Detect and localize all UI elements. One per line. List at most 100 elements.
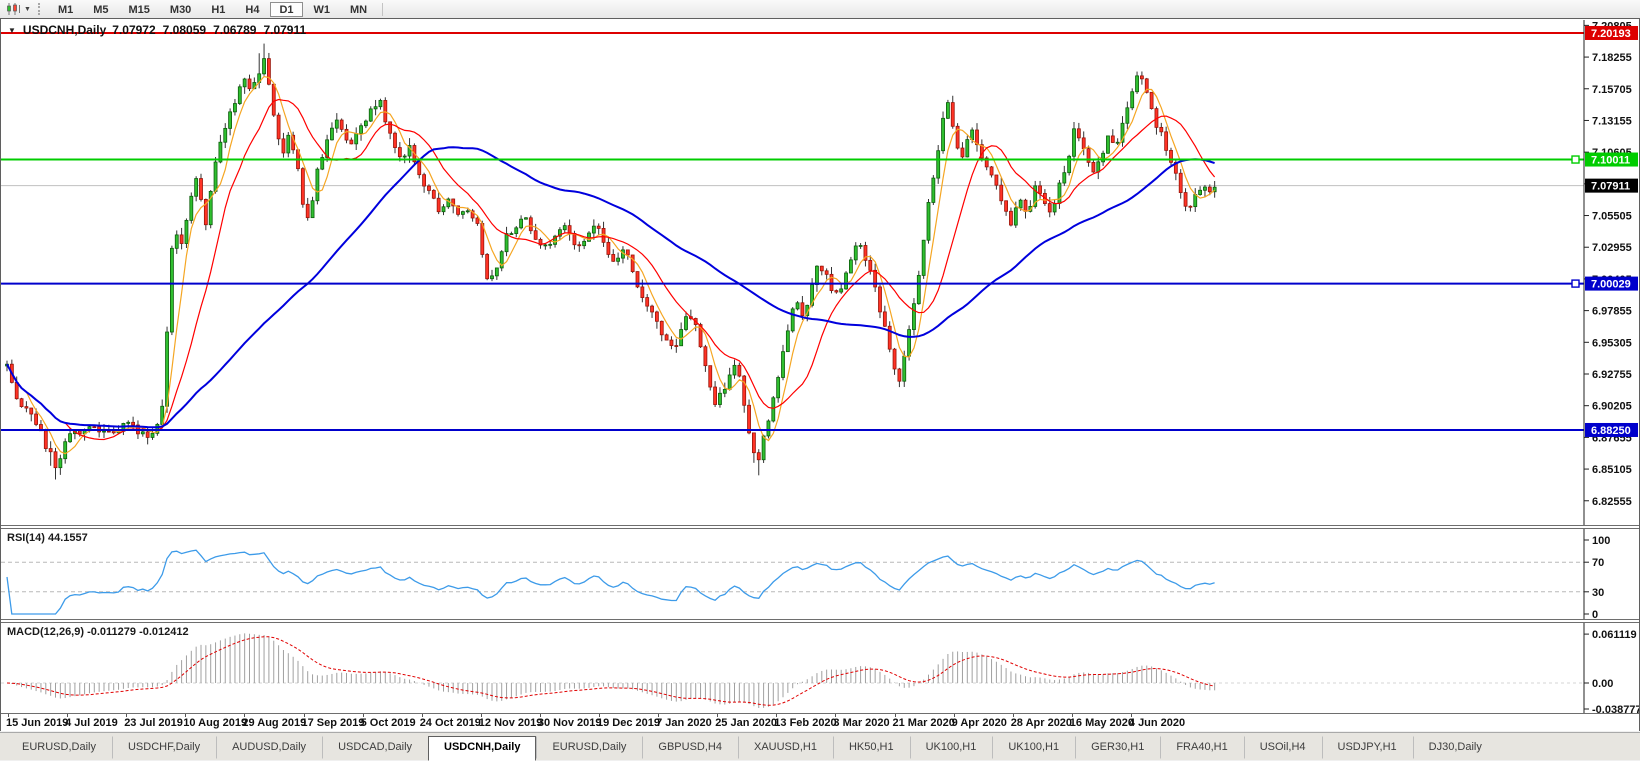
date-label: 10 Aug 2019 <box>183 717 248 729</box>
support-line-2-price-label <box>1585 422 1638 437</box>
panel-splitter[interactable] <box>1 619 1639 623</box>
chart-title: ▼ USDCNH,Daily 7.07972 7.08059 7.06789 7… <box>8 23 306 37</box>
date-label: 4 Jul 2019 <box>65 717 118 729</box>
timeframe-mn[interactable]: MN <box>350 3 368 16</box>
timeframe-m30[interactable]: M30 <box>169 3 192 16</box>
tab-gbpusd-h4[interactable]: GBPUSD,H4 <box>642 736 738 759</box>
date-tick <box>362 714 364 717</box>
macd-panel[interactable]: 0.061119 0.00 -0.038777 <box>1 623 1639 713</box>
date-axis[interactable]: 15 Jun 2019 4 Jul 2019 23 Jul 2019 10 Aug 2… <box>1 713 1639 731</box>
tab-eurusd-daily[interactable]: EURUSD,Daily <box>536 736 642 759</box>
price-tick-label: 6.90205 <box>1592 401 1632 413</box>
date-tick <box>658 714 660 717</box>
tab-hk50-h1[interactable]: HK50,H1 <box>832 736 910 759</box>
symbol-tab-bar: EURUSD,Daily USDCHF,Daily AUDUSD,Daily USDC… <box>0 732 1640 761</box>
date-tick <box>894 714 896 717</box>
date-label: 9 Apr 2020 <box>951 717 1007 729</box>
ma-medium-line <box>6 98 1216 441</box>
rsi-indicator-label: RSI(14) 44.1557 <box>7 532 88 544</box>
tab-uk100-h1[interactable]: UK100,H1 <box>992 736 1075 759</box>
date-label: 25 Jan 2020 <box>715 717 777 729</box>
date-label: 17 Sep 2019 <box>301 717 365 729</box>
macd-axis-label: 0.00 <box>1592 678 1613 690</box>
date-tick <box>539 714 541 717</box>
date-tick <box>303 714 305 717</box>
date-label: 16 May 2020 <box>1069 717 1135 729</box>
date-tick <box>244 714 246 717</box>
svg-text:7.00029: 7.00029 <box>1591 279 1631 291</box>
ma-fast-line <box>6 75 1215 455</box>
date-tick <box>421 714 423 717</box>
timeframe-m5[interactable]: M5 <box>93 3 109 16</box>
tab-usdcad-daily[interactable]: USDCAD,Daily <box>322 736 428 759</box>
ohlc-close: 7.07911 <box>263 23 307 37</box>
date-tick <box>8 714 9 717</box>
resistance-line-price-label <box>1585 25 1638 40</box>
tab-usdcnh-daily[interactable]: USDCNH,Daily <box>428 736 537 761</box>
timeframe-m15[interactable]: M15 <box>128 3 150 16</box>
tab-uk100-h1[interactable]: UK100,H1 <box>909 736 993 759</box>
timeframe-h4[interactable]: H4 <box>245 3 260 16</box>
rsi-axis-label: 100 <box>1592 535 1610 547</box>
date-label: 13 Feb 2020 <box>774 717 837 729</box>
price-chart-panel[interactable]: 7.208057.182557.157057.131557.106057.080… <box>1 20 1639 525</box>
timeframe-m1[interactable]: M1 <box>57 3 74 16</box>
price-tick-label: 7.05505 <box>1592 211 1632 223</box>
timeframe-d1[interactable]: D1 <box>270 1 303 17</box>
date-tick <box>776 714 778 717</box>
support-line-1-handle[interactable] <box>1571 279 1580 288</box>
date-tick <box>953 714 955 717</box>
chart-window: ▼ USDCNH,Daily 7.07972 7.08059 7.06789 7… <box>0 18 1640 731</box>
tab-usdjpy-h1[interactable]: USDJPY,H1 <box>1321 736 1413 759</box>
price-tick-label: 7.18255 <box>1592 52 1632 64</box>
panel-splitter[interactable] <box>1 525 1639 529</box>
price-tick-label: 6.97855 <box>1592 306 1632 318</box>
date-label: 30 Nov 2019 <box>537 717 602 729</box>
date-label: 19 Dec 2019 <box>597 717 660 729</box>
ma-slow-line <box>6 146 1215 429</box>
svg-text:7.07911: 7.07911 <box>1591 181 1630 193</box>
tab-dj30-daily[interactable]: DJ30,Daily <box>1412 736 1498 759</box>
ohlc-low: 7.06789 <box>213 23 257 37</box>
timeframe-w1[interactable]: W1 <box>313 3 331 16</box>
rsi-line <box>6 549 1215 615</box>
ohlc-open: 7.07972 <box>112 23 156 37</box>
toolbar-grip[interactable] <box>37 3 42 15</box>
date-tick <box>835 714 837 717</box>
toolbar-separator <box>382 2 384 16</box>
toolbar: ▼ M1 M5 M15 M30 H1 H4 D1 W1 MN <box>0 0 1640 18</box>
price-tick-label: 7.15705 <box>1592 84 1632 96</box>
support-line-1-price-label <box>1585 276 1638 291</box>
current-price-label <box>1585 178 1638 193</box>
price-tick-label: 6.92755 <box>1592 369 1632 381</box>
price-tick-label: 6.95305 <box>1592 337 1632 349</box>
date-tick <box>480 714 482 717</box>
date-label: 23 Jul 2019 <box>124 717 183 729</box>
date-tick <box>599 714 600 717</box>
macd-histogram <box>11 633 1216 708</box>
green-level-line-handle[interactable] <box>1571 155 1580 164</box>
svg-text:7.10011: 7.10011 <box>1591 155 1630 167</box>
macd-signal-line <box>6 636 1215 706</box>
timeframe-h1[interactable]: H1 <box>211 3 226 16</box>
tab-usdchf-daily[interactable]: USDCHF,Daily <box>111 736 216 759</box>
candlestick-chart-icon <box>7 3 20 15</box>
tab-ger30-h1[interactable]: GER30,H1 <box>1075 736 1160 759</box>
window-menu-icon[interactable]: ▼ <box>8 25 16 35</box>
date-label: 24 Oct 2019 <box>419 717 481 729</box>
date-label: 7 Jan 2020 <box>656 717 712 729</box>
tab-fra40-h1[interactable]: FRA40,H1 <box>1160 736 1243 759</box>
tab-eurusd-daily[interactable]: EURUSD,Daily <box>22 741 96 753</box>
tab-audusd-daily[interactable]: AUDUSD,Daily <box>216 736 322 759</box>
chart-type-button[interactable]: ▼ <box>6 2 31 16</box>
macd-axis-label: 0.061119 <box>1592 629 1637 641</box>
date-label: 21 Mar 2020 <box>892 717 955 729</box>
tab-xauusd-h1[interactable]: XAUUSD,H1 <box>737 736 833 759</box>
price-tick-label: 7.13155 <box>1592 115 1632 127</box>
rsi-panel[interactable]: 100 70 30 0 <box>1 529 1639 619</box>
price-tick-label: 6.82555 <box>1592 496 1632 508</box>
svg-text:6.88250: 6.88250 <box>1591 425 1631 437</box>
date-label: 5 Oct 2019 <box>360 717 416 729</box>
date-label: 4 Jun 2020 <box>1128 717 1186 729</box>
tab-usoil-h4[interactable]: USOil,H4 <box>1243 736 1322 759</box>
